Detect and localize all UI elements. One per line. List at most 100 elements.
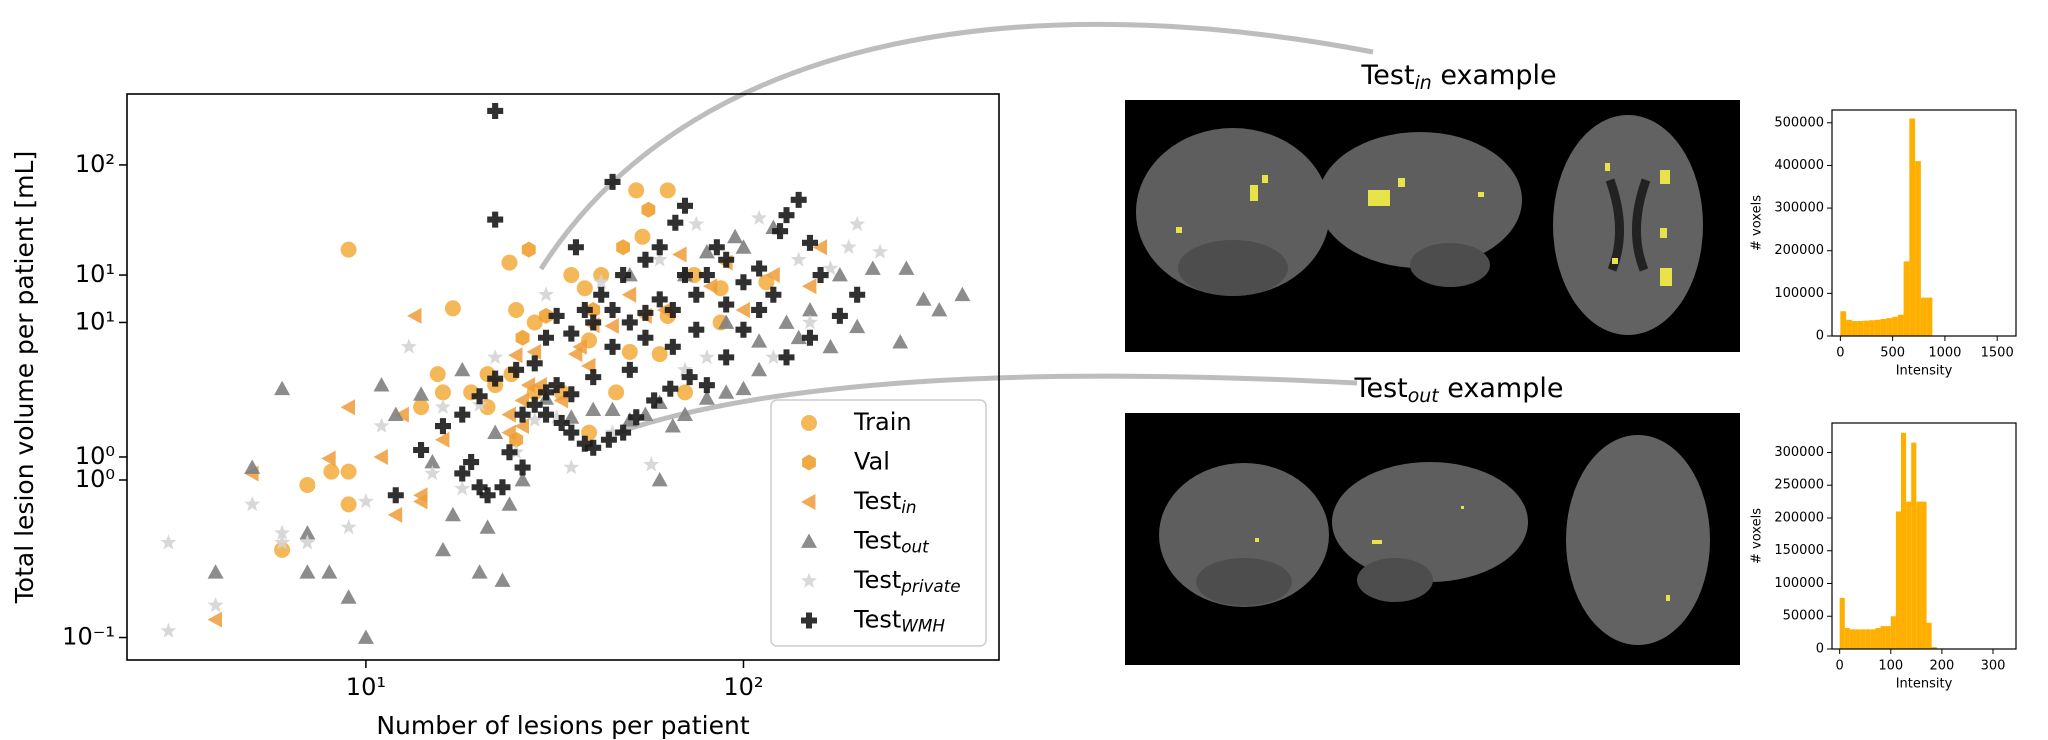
- point: [765, 349, 782, 365]
- point: [664, 418, 681, 433]
- y-axis-label: # voxels: [1750, 195, 1765, 251]
- x-tick-label: 300: [1981, 659, 2006, 674]
- point: [702, 278, 718, 295]
- legend-label-main: Val: [854, 448, 890, 476]
- point: [735, 302, 750, 318]
- point: [772, 223, 789, 240]
- point: [487, 349, 504, 365]
- point: [864, 260, 881, 275]
- lesions: [1176, 163, 1672, 286]
- y-tick-label: 10⁰: [75, 465, 115, 493]
- point: [479, 519, 496, 534]
- point: [321, 564, 338, 579]
- panel-title-suffix: example: [1439, 373, 1564, 404]
- point: [634, 228, 651, 245]
- point: [548, 307, 565, 324]
- point: [526, 314, 543, 331]
- legend-label-main: Test: [853, 487, 901, 515]
- point: [501, 496, 518, 511]
- point: [576, 435, 593, 452]
- point: [373, 377, 390, 392]
- bar: [1857, 321, 1864, 336]
- point: [585, 439, 602, 456]
- panel-title: Testout example: [1354, 373, 1564, 407]
- panel-title-main: Test: [1354, 373, 1408, 404]
- point: [340, 463, 357, 480]
- point: [698, 349, 715, 365]
- point: [515, 329, 530, 346]
- bar: [1903, 261, 1910, 336]
- point: [751, 209, 768, 225]
- cerebellum: [1196, 558, 1292, 606]
- point: [698, 377, 715, 394]
- x-tick-label: 0: [1836, 659, 1844, 674]
- point: [387, 406, 404, 421]
- point: [207, 564, 224, 579]
- point: [735, 321, 752, 338]
- point: [651, 239, 668, 256]
- x-axis-label: Intensity: [1896, 677, 1953, 692]
- y-tick-label: 0: [1816, 642, 1824, 657]
- point: [538, 406, 554, 423]
- point: [672, 246, 687, 263]
- x-axis-label: Number of lesions per patient: [376, 711, 749, 740]
- y-tick-label: 0: [1816, 329, 1824, 344]
- point: [585, 401, 602, 416]
- point: [849, 318, 866, 334]
- point: [553, 415, 570, 431]
- bar: [1880, 318, 1887, 336]
- point: [688, 286, 705, 303]
- point: [621, 343, 638, 360]
- bar: [1869, 320, 1875, 336]
- bar: [1865, 629, 1871, 649]
- point: [274, 380, 291, 396]
- y-tick-label: 200000: [1774, 510, 1824, 525]
- point: [471, 479, 488, 496]
- bar: [1840, 311, 1847, 336]
- point: [394, 406, 409, 423]
- point: [604, 338, 621, 355]
- bar: [1849, 629, 1855, 649]
- legend-marker: [801, 533, 817, 548]
- point: [454, 480, 471, 496]
- point: [521, 241, 536, 258]
- point: [407, 307, 422, 324]
- point: [616, 239, 630, 256]
- point: [400, 338, 417, 354]
- point: [576, 302, 593, 318]
- point: [667, 214, 684, 231]
- legend-marker: [801, 415, 817, 431]
- point: [501, 444, 518, 461]
- point: [758, 274, 775, 291]
- y-tick-label: 10²: [75, 150, 115, 178]
- point: [604, 173, 621, 190]
- point: [651, 251, 668, 267]
- point: [514, 459, 531, 476]
- point: [508, 301, 525, 318]
- point: [802, 314, 818, 330]
- point: [657, 302, 672, 318]
- plot-frame: [1831, 109, 2017, 337]
- bar: [1915, 161, 1921, 336]
- point: [567, 239, 584, 256]
- point: [340, 496, 357, 513]
- cerebellum: [1178, 240, 1288, 296]
- point: [664, 302, 681, 318]
- point: [677, 197, 693, 214]
- point: [463, 454, 480, 470]
- y-tick-label: 100000: [1774, 576, 1824, 591]
- x-tick-label: 10¹: [346, 673, 386, 701]
- x-tick-label: 0: [1836, 346, 1844, 361]
- bar: [1920, 297, 1927, 336]
- point: [751, 361, 768, 377]
- y-tick-label: 200000: [1774, 243, 1824, 258]
- point: [822, 338, 839, 354]
- point: [593, 286, 610, 303]
- point: [718, 314, 735, 329]
- point: [751, 260, 768, 277]
- point: [514, 406, 531, 423]
- bar: [1885, 626, 1891, 649]
- point: [244, 459, 261, 474]
- point: [538, 329, 554, 346]
- point: [765, 286, 782, 303]
